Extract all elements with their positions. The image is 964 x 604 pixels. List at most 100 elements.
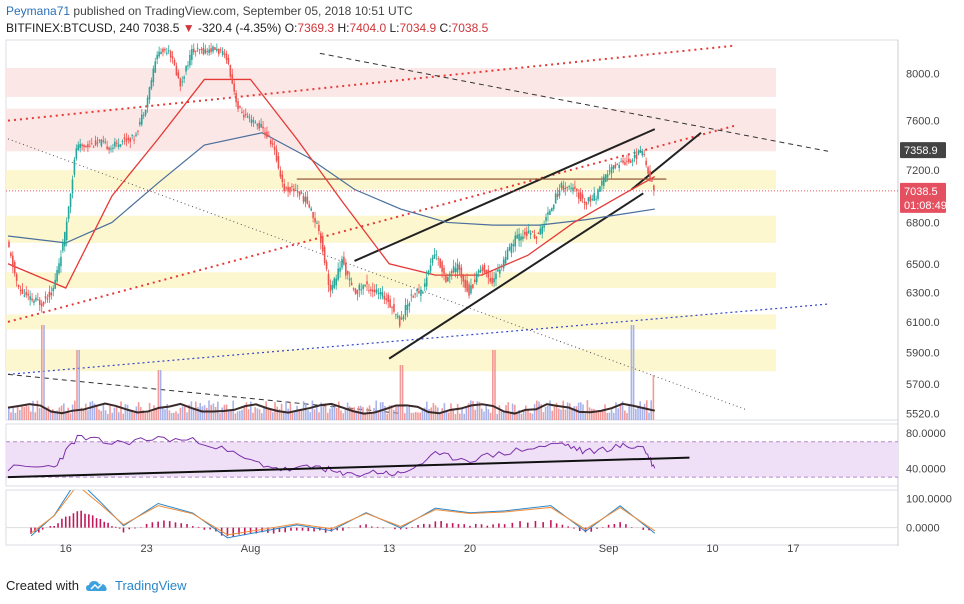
volume-bar <box>351 407 353 420</box>
volume-bar <box>648 412 650 420</box>
candle-body <box>185 65 187 72</box>
candle-body <box>472 284 474 288</box>
macd-hist-bar <box>157 521 159 528</box>
volume-bar <box>503 410 505 420</box>
candle-body <box>135 134 137 136</box>
volume-bar <box>641 408 644 420</box>
candle-body <box>119 144 122 147</box>
candle-body <box>628 158 630 163</box>
volume-bar <box>509 412 512 420</box>
volume-bar <box>553 404 556 420</box>
candle-body <box>604 174 607 182</box>
trendline-black-dashed-4 <box>7 373 401 414</box>
volume-bar <box>615 402 617 420</box>
volume-bar <box>265 401 267 420</box>
candle-body <box>304 197 307 202</box>
candle-body <box>225 53 228 60</box>
volume-bar <box>89 401 91 420</box>
candle-body <box>541 226 543 234</box>
volume-bar <box>393 409 395 420</box>
candle-body <box>327 273 330 285</box>
volume-bar <box>307 410 309 420</box>
macd-hist-bar <box>111 526 113 528</box>
volume-bar <box>472 400 474 420</box>
volume-bar <box>8 407 10 420</box>
volume-bar <box>338 401 340 420</box>
macd-hist-bar <box>49 525 52 528</box>
candle-body <box>643 153 646 155</box>
volume-bar <box>412 412 415 420</box>
macd-line <box>30 490 656 539</box>
volume-bar <box>71 404 74 420</box>
candle-body <box>123 137 126 139</box>
price-tick-3: 6800.0 <box>906 217 940 229</box>
macd-hist-bar <box>498 523 500 528</box>
candle-body <box>454 268 457 273</box>
volume-bar <box>353 407 355 420</box>
candle-body <box>243 114 245 118</box>
volume-bar <box>555 402 558 420</box>
trendline-channel-upper-6 <box>354 128 656 262</box>
candle-body <box>308 204 311 208</box>
candle-body <box>545 217 547 221</box>
zone-3 <box>6 215 776 243</box>
price-tick-7: 5900.0 <box>906 347 940 359</box>
open-label: O: <box>284 21 298 35</box>
macd-hist-bar <box>371 526 373 528</box>
volume-bar <box>406 407 408 420</box>
candle-body <box>410 294 413 296</box>
candle-body <box>558 190 561 196</box>
macd-hist-bar <box>434 521 437 528</box>
candle-body <box>221 50 224 55</box>
rsi-plot <box>6 434 898 479</box>
volume-bar <box>346 402 349 420</box>
macd-hist-bar <box>534 520 537 528</box>
macd-hist-bar <box>417 525 419 528</box>
volume-bar <box>170 412 173 420</box>
candle-body <box>404 304 407 316</box>
candle-body <box>554 193 557 204</box>
volume-bar <box>595 410 597 420</box>
candle-body <box>458 264 461 270</box>
tradingview-brand-link[interactable]: TradingView <box>114 578 187 593</box>
candle-body <box>19 289 22 291</box>
macd-hist-bar <box>619 522 621 528</box>
volume-bar <box>234 413 237 420</box>
candle-body <box>162 48 164 53</box>
candle-body <box>63 232 66 247</box>
candle-body <box>181 81 184 83</box>
volume-bar <box>432 403 435 420</box>
candle-body <box>262 126 264 129</box>
volume-bar <box>606 413 608 420</box>
volume-bar <box>522 410 525 420</box>
volume-bar <box>142 410 144 420</box>
author-link[interactable]: Peymana71 <box>6 4 71 18</box>
volume-bar <box>137 402 140 420</box>
candle-body <box>641 151 644 156</box>
last-price-value: 7038.5 <box>142 21 180 35</box>
candle-body <box>381 292 384 297</box>
candle-body <box>214 47 216 51</box>
candle-body <box>310 208 312 211</box>
macd-hist-bar <box>503 524 506 528</box>
candle-body <box>477 270 480 273</box>
macd-hist-bar <box>232 527 235 537</box>
volume-bar <box>316 406 318 420</box>
macd-hist-bar <box>197 526 200 528</box>
volume-bar <box>146 410 149 420</box>
candle-body <box>552 204 555 209</box>
macd-tick-0: 100.0000 <box>906 494 952 506</box>
candle-body <box>581 194 584 199</box>
x-tick-0: 16 <box>60 543 72 555</box>
candle-body <box>495 273 497 280</box>
candle-body <box>331 285 334 290</box>
volume-bar <box>67 407 69 420</box>
volume-bar <box>298 410 300 420</box>
volume-bar <box>467 403 470 420</box>
candle-body <box>325 261 328 270</box>
macd-hist-bar <box>41 527 44 530</box>
candle-body <box>250 119 253 124</box>
candle-body <box>429 265 432 272</box>
candle-body <box>13 262 16 274</box>
